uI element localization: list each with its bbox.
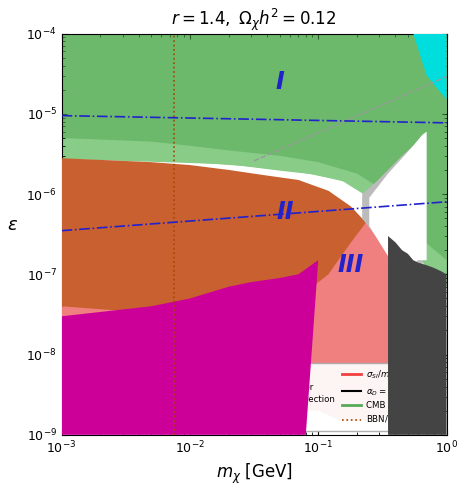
Text: III: III	[338, 253, 364, 277]
Polygon shape	[61, 158, 369, 317]
Polygon shape	[61, 34, 446, 260]
Polygon shape	[61, 34, 446, 278]
Polygon shape	[413, 34, 446, 100]
Text: I: I	[275, 70, 284, 94]
Polygon shape	[61, 150, 408, 421]
Polygon shape	[369, 132, 427, 268]
X-axis label: $m_\chi$ [GeV]: $m_\chi$ [GeV]	[216, 462, 292, 486]
Title: $r=1.4,\ \Omega_\chi h^2=0.12$: $r=1.4,\ \Omega_\chi h^2=0.12$	[171, 7, 337, 33]
Polygon shape	[61, 34, 446, 287]
Text: II: II	[276, 200, 294, 224]
Y-axis label: $\epsilon$: $\epsilon$	[7, 216, 18, 234]
Polygon shape	[388, 236, 446, 435]
Legend: SN1987A, Accelerator, Direct-Detection, $\alpha_D = 1$, $\sigma_{SI}/m_\chi > 1\: SN1987A, Accelerator, Direct-Detection, …	[237, 363, 442, 430]
Polygon shape	[61, 260, 318, 435]
Polygon shape	[362, 135, 423, 274]
